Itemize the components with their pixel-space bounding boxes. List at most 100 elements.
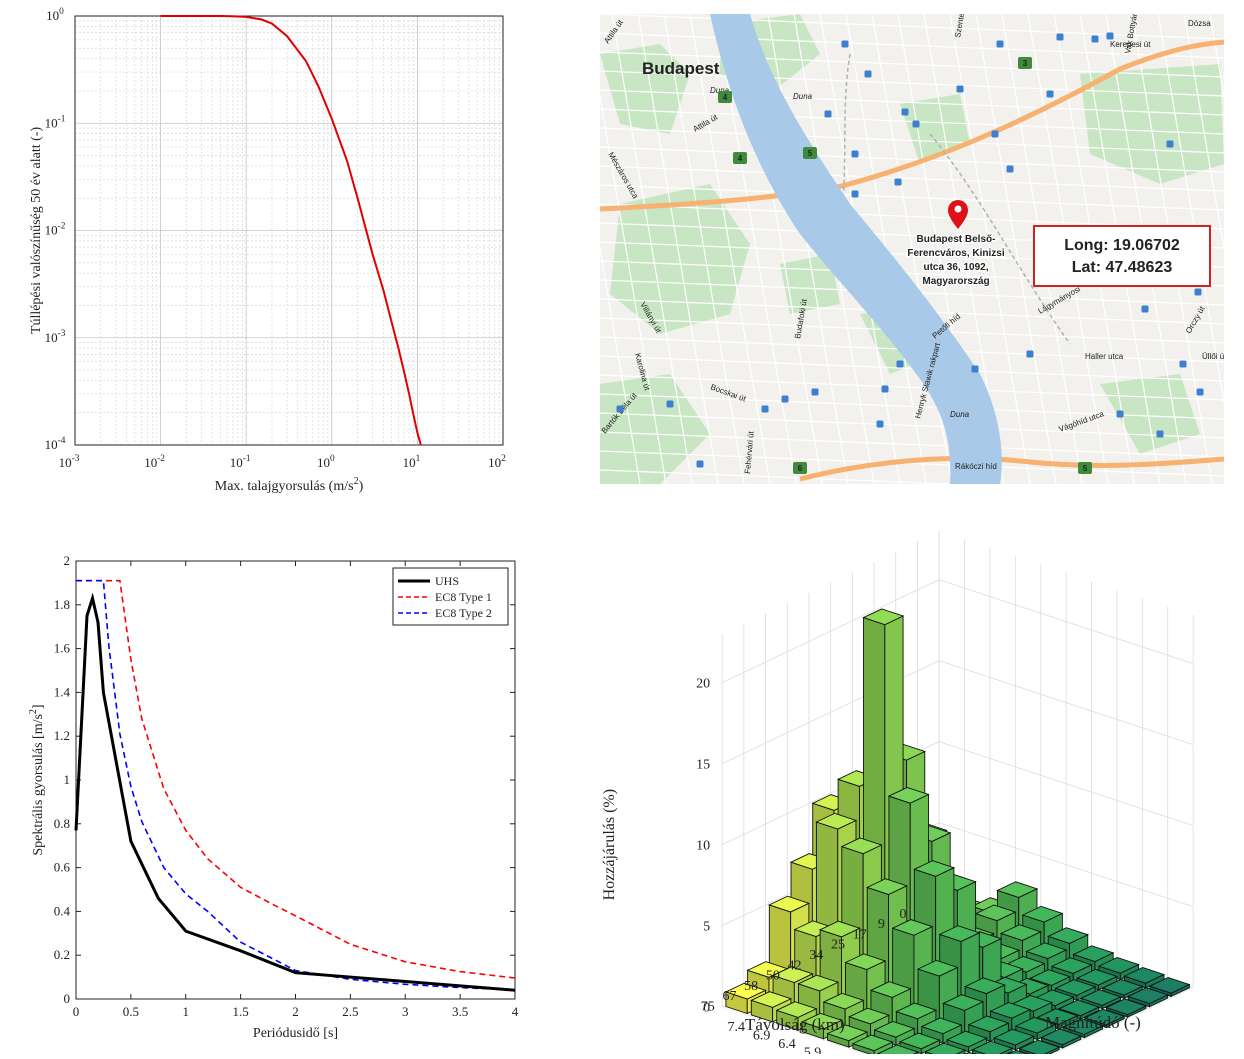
distance-tick-label: 67 (722, 989, 736, 1004)
transit-stop-icon (913, 121, 920, 128)
transit-stop-icon (697, 461, 704, 468)
transit-stop-icon (1027, 351, 1034, 358)
transit-stop-icon (1107, 33, 1114, 40)
transit-stop-icon (882, 386, 889, 393)
distance-tick-label: 50 (766, 969, 780, 984)
street-label: Üllői út (1202, 352, 1224, 361)
transit-stop-icon (957, 86, 964, 93)
transit-stop-icon (992, 131, 999, 138)
transit-stop-icon (1047, 91, 1054, 98)
legend-label: UHS (435, 574, 459, 588)
river-label: Duna (950, 410, 970, 419)
y-tick-label: 0.4 (54, 903, 71, 918)
y-tick-label: 10-1 (45, 114, 66, 130)
transit-stop-icon (782, 396, 789, 403)
y-tick-label: 10-3 (45, 329, 66, 345)
axes-box (76, 561, 515, 999)
distance-tick-label: 25 (831, 938, 845, 953)
transit-stop-icon (1007, 166, 1014, 173)
magnitude-axis-label: Magnitúdó (-) (1045, 1013, 1141, 1032)
magnitude-tick-label: 7.4 (727, 1020, 745, 1035)
transit-stop-icon (865, 71, 872, 78)
distance-tick-label: 34 (809, 948, 823, 963)
transit-stop-icon (812, 389, 819, 396)
y-tick-label: 1.8 (54, 597, 70, 612)
street-label: Dózsa (1188, 19, 1211, 28)
x-tick-label: 0 (73, 1004, 80, 1019)
transit-stop-icon (1117, 411, 1124, 418)
river-label: Duna (793, 92, 813, 101)
x-tick-label: 100 (317, 454, 335, 470)
x-tick-label: 101 (403, 454, 421, 470)
z-tick-label: 5 (703, 920, 710, 935)
x-tick-label: 10-1 (230, 454, 251, 470)
distance-tick-label: 9 (878, 917, 885, 932)
x-tick-label: 3.5 (452, 1004, 468, 1019)
transit-stop-icon (762, 406, 769, 413)
x-tick-label: 1 (183, 1004, 190, 1019)
route-badge-label: 5 (808, 149, 813, 158)
x-tick-label: 10-3 (59, 454, 80, 470)
z-tick-label: 10 (696, 839, 710, 854)
y-tick-label: 0.8 (54, 816, 70, 831)
transit-stop-icon (1142, 306, 1149, 313)
address-line: Budapest Belső- (917, 234, 996, 245)
coords-longitude: Long: 19.06702 (1064, 237, 1180, 254)
transit-stop-icon (897, 361, 904, 368)
street-label: Haller utca (1085, 352, 1124, 361)
y-axis-label: Túllépési valószínűség 50 év alatt (-) (29, 127, 44, 335)
location-pin-dot (955, 206, 962, 213)
y-tick-label: 1.4 (54, 684, 71, 699)
z-tick-label: 20 (696, 677, 710, 692)
distance-tick-label: 0 (900, 907, 907, 922)
transit-stop-icon (842, 41, 849, 48)
transit-stop-icon (825, 111, 832, 118)
y-tick-label: 0 (64, 991, 71, 1006)
transit-stop-icon (667, 401, 674, 408)
z-tick-label: 15 (696, 758, 710, 773)
x-tick-label: 2 (292, 1004, 299, 1019)
street-label: Rákóczi híd (955, 462, 997, 471)
y-tick-label: 0.2 (54, 947, 70, 962)
x-axis-label: Periódusidő [s] (253, 1026, 338, 1041)
transit-stop-icon (1057, 34, 1064, 41)
y-tick-label: 1.2 (54, 728, 70, 743)
legend-label: EC8 Type 2 (435, 606, 492, 620)
x-tick-label: 0.5 (123, 1004, 139, 1019)
transit-stop-icon (1195, 289, 1202, 296)
route-badge-label: 3 (1023, 59, 1028, 68)
distance-tick-label: 75 (701, 999, 715, 1014)
distance-tick-label: 42 (788, 958, 802, 973)
magnitude-tick-label: 6.4 (778, 1037, 796, 1052)
y-tick-label: 10-4 (45, 436, 66, 452)
y-axis-label: Spektrális gyorsulás [m/s2] (28, 704, 46, 855)
route-badge-label: 4 (738, 154, 743, 163)
transit-stop-icon (852, 191, 859, 198)
transit-stop-icon (852, 151, 859, 158)
x-tick-label: 102 (488, 454, 506, 470)
y-tick-label: 10-2 (45, 222, 66, 238)
y-tick-label: 100 (46, 7, 64, 23)
x-tick-label: 4 (512, 1004, 519, 1019)
transit-stop-icon (895, 179, 902, 186)
transit-stop-icon (877, 421, 884, 428)
x-axis-label: Max. talajgyorsulás (m/s2) (215, 476, 364, 494)
x-tick-label: 1.5 (233, 1004, 249, 1019)
x-tick-label: 10-2 (144, 454, 165, 470)
transit-stop-icon (1092, 36, 1099, 43)
transit-stop-icon (1197, 389, 1204, 396)
magnitude-tick-label: 5.9 (804, 1045, 822, 1054)
distance-tick-label: 58 (744, 979, 758, 994)
address-line: Ferencváros, Kinizsi (907, 248, 1004, 259)
z-axis-label: Hozzájárulás (%) (601, 789, 618, 901)
x-tick-label: 2.5 (342, 1004, 358, 1019)
x-tick-label: 3 (402, 1004, 409, 1019)
legend-label: EC8 Type 1 (435, 590, 492, 604)
transit-stop-icon (1167, 141, 1174, 148)
